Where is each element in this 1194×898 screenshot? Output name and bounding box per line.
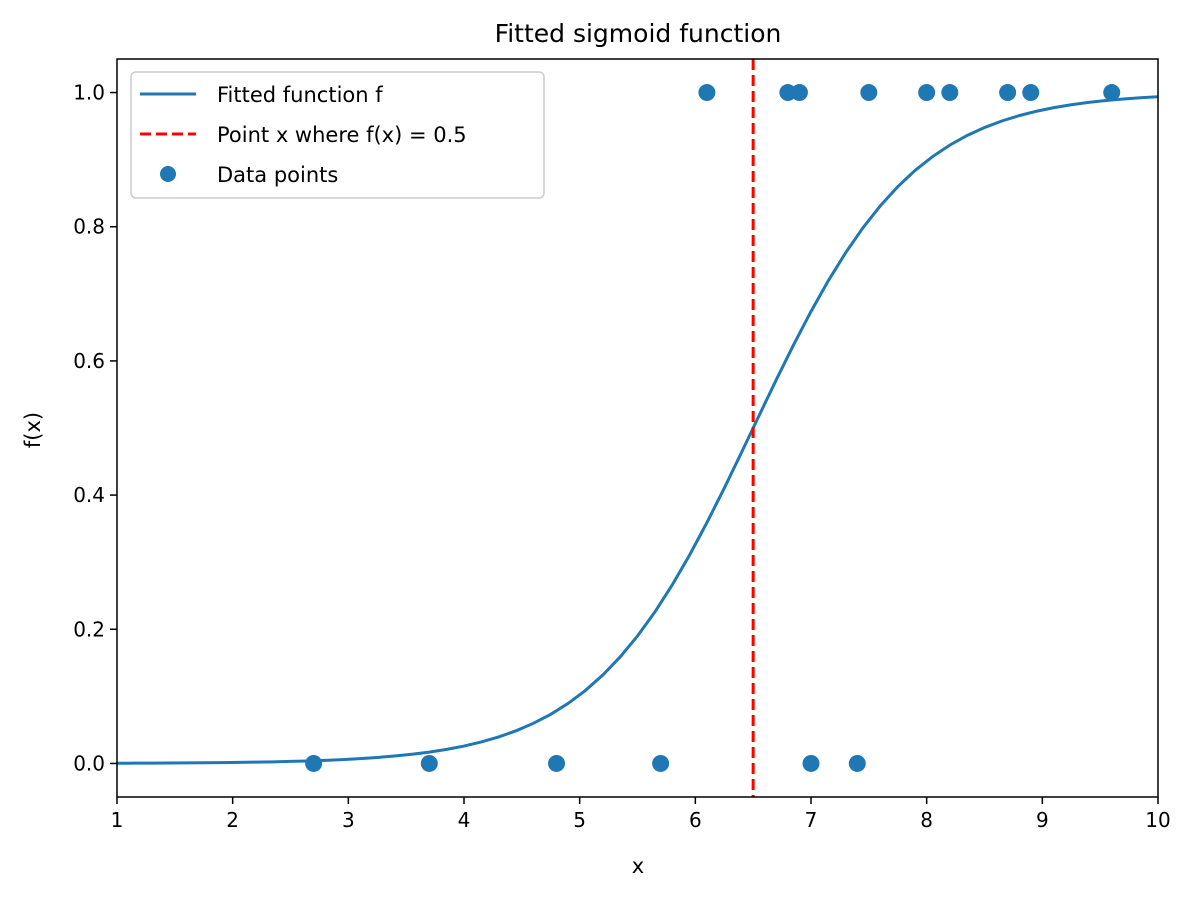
data-point: [420, 754, 438, 772]
x-axis-ticks: 1 2 3 4 5 6 7 8 9 10: [111, 797, 1171, 832]
data-point: [652, 754, 670, 772]
x-axis-label: x: [632, 854, 644, 878]
data-point: [848, 754, 866, 772]
x-tick-label: 1: [111, 808, 124, 832]
legend-entry-data-points: Data points: [217, 163, 338, 187]
fitted-sigmoid-line: [116, 95, 1159, 765]
y-tick-label: 0.2: [73, 617, 105, 641]
data-point: [698, 84, 716, 102]
data-point: [548, 754, 566, 772]
x-tick-label: 5: [573, 808, 586, 832]
data-point: [860, 84, 878, 102]
x-tick-label: 6: [689, 808, 702, 832]
x-tick-label: 4: [458, 808, 471, 832]
plot-content: [116, 59, 1159, 797]
x-tick-label: 9: [1036, 808, 1049, 832]
x-tick-label: 8: [920, 808, 933, 832]
x-tick-label: 2: [226, 808, 239, 832]
y-tick-label: 0.0: [73, 751, 105, 775]
legend-marker-swatch: [160, 166, 176, 182]
x-tick-label: 7: [805, 808, 818, 832]
data-point: [790, 84, 808, 102]
data-point: [802, 754, 820, 772]
x-tick-label: 10: [1145, 808, 1170, 832]
data-point: [941, 84, 959, 102]
y-tick-label: 0.4: [73, 483, 105, 507]
legend: Fitted function f Point x where f(x) = 0…: [130, 71, 545, 199]
data-point: [1103, 84, 1121, 102]
x-tick-label: 3: [342, 808, 355, 832]
y-tick-label: 1.0: [73, 81, 105, 105]
data-point: [305, 754, 323, 772]
y-axis-ticks: 0.0 0.2 0.4 0.6 0.8 1.0: [73, 81, 117, 775]
y-tick-label: 0.6: [73, 349, 105, 373]
y-tick-label: 0.8: [73, 215, 105, 239]
legend-box: [130, 71, 545, 199]
data-point: [999, 84, 1017, 102]
data-point: [1022, 84, 1040, 102]
chart-title: Fitted sigmoid function: [495, 19, 782, 48]
legend-entry-fitted-function: Fitted function f: [217, 83, 383, 107]
legend-entry-midpoint: Point x where f(x) = 0.5: [217, 123, 467, 147]
data-point: [918, 84, 936, 102]
y-axis-label: f(x): [21, 412, 45, 448]
plot-frame: [116, 58, 1159, 798]
